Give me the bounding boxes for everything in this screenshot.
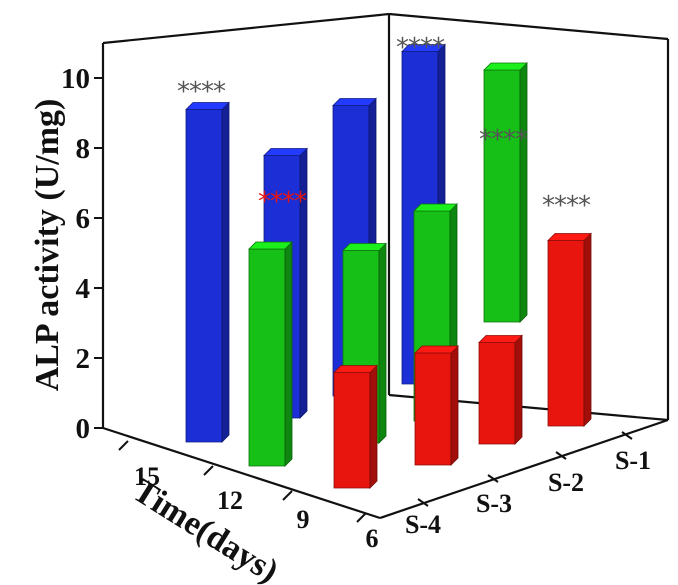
sample-tick-label: S-4 [405,510,441,539]
axes-box [94,12,670,523]
bar-front-face [547,240,585,427]
bar-front-face [333,372,371,489]
bar-15-S-4 [185,101,230,443]
time-tick-mark [118,440,129,451]
bar-top-face [342,243,387,251]
y-tick-label: 6 [76,203,91,235]
box-edge-top-right [388,12,669,41]
time-tick-label: 6 [366,524,379,553]
bar-12-S-3 [248,241,293,467]
bar-side-face [369,364,378,489]
bar-front-face [478,342,516,445]
bar-top-face [483,62,528,71]
bar-6-S-2 [478,334,523,445]
labels-group: 0 2 4 6 8 10 15 12 9 6 S-4 S-3 S-2 S-1 **** **** **** ***… [61,33,651,553]
bar-top-face [413,203,458,212]
bar-6-S-1b [414,345,459,466]
time-tick-label: 15 [134,462,160,491]
y-tick-label: 4 [76,273,91,305]
sample-tick-mark [487,474,499,483]
bar-6-S-2b [483,62,528,323]
bars-group [185,43,592,489]
time-tick-mark [203,465,214,476]
bar-front-face [483,69,521,323]
significance-stars: **** [177,77,226,107]
time-tick-label: 12 [217,486,243,515]
box-edge-top-left [102,12,390,45]
sample-tick-mark [417,498,429,507]
bar-side-face [450,345,459,466]
bar-top-face [332,98,377,106]
time-tick-mark [282,490,293,501]
bar-top-face [185,102,230,110]
sample-tick-label: S-1 [615,446,651,475]
bar-side-face [221,101,230,443]
bar-top-face [478,335,523,343]
bar-side-face [583,232,592,427]
bar-front-face [414,352,452,466]
significance-stars: **** [258,187,307,217]
bar-top-face [401,44,446,52]
sample-tick-mark [621,431,633,440]
sample-tick-label: S-2 [548,468,584,497]
time-tick-label: 9 [297,505,310,534]
x-axis-title: Time(days) [126,472,284,585]
y-tick-label: 8 [76,133,91,165]
y-tick-label: 0 [76,413,91,445]
bar-side-face [284,241,293,467]
bar-top-face [414,345,459,354]
bar-front-face [185,109,223,443]
bar-front-face [248,248,286,467]
bar-top-face [263,148,308,156]
time-tick-mark [356,512,367,523]
y-tick-label: 10 [61,63,90,95]
bar-top-face [333,365,378,373]
significance-stars: **** [542,191,591,221]
time-axis-line [102,426,381,520]
y-axis-title: ALP activity (U/mg) [29,99,66,392]
bar-side-face [519,62,528,323]
sample-tick-label: S-3 [476,489,512,518]
bar-top-face [547,233,592,241]
bar-side-face [514,334,523,445]
sample-tick-mark [555,451,567,460]
significance-stars: **** [396,33,445,63]
bar-9-S-2 [333,364,378,489]
bar-6-S-1 [547,232,592,427]
sample-axis-line [379,418,669,520]
bar-top-face [248,241,293,250]
bar-side-face [378,242,387,444]
y-tick-label: 2 [76,343,91,375]
significance-stars: **** [479,125,528,155]
